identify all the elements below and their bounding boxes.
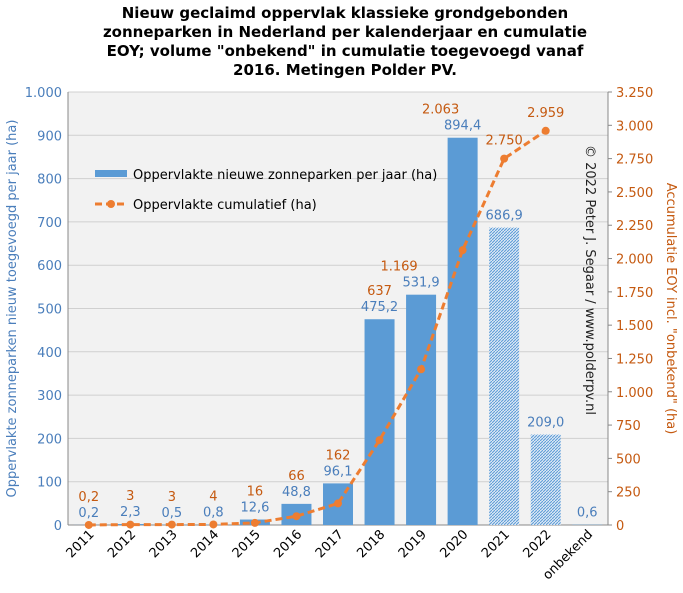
line-marker	[500, 155, 508, 163]
y2-tick-label: 2.000	[616, 253, 653, 268]
chart-title: EOY; volume "onbekend" in cumulatie toeg…	[107, 42, 584, 60]
line-marker	[292, 512, 300, 520]
bar-value-label: 531,9	[402, 276, 439, 291]
line-marker	[209, 520, 217, 528]
line-value-label: 637	[367, 284, 392, 299]
y-tick-label: 200	[37, 432, 62, 447]
y-tick-label: 300	[37, 389, 62, 404]
x-tick-label: 2021	[479, 527, 513, 561]
x-tick-label: 2015	[230, 527, 264, 561]
x-tick-label: 2016	[271, 527, 305, 561]
y2-tick-label: 500	[616, 452, 641, 467]
x-tick-label: 2018	[354, 527, 388, 561]
line-value-label: 2.959	[527, 106, 564, 121]
line-value-label: 1.169	[380, 260, 417, 275]
y-tick-label: 900	[37, 129, 62, 144]
legend-swatch	[107, 200, 115, 208]
chart-title: 2016. Metingen Polder PV.	[233, 61, 457, 79]
line-marker	[126, 521, 134, 529]
line-value-label: 162	[326, 448, 351, 463]
y2-tick-label: 1.500	[616, 319, 653, 334]
legend-label: Oppervlakte cumulatief (ha)	[133, 198, 317, 213]
bar-value-label: 894,4	[444, 119, 481, 134]
line-marker	[168, 521, 176, 529]
line-marker	[376, 436, 384, 444]
line-marker	[542, 127, 550, 135]
bar	[489, 228, 519, 525]
line-value-label: 4	[209, 490, 217, 505]
line-marker	[417, 365, 425, 373]
y2-tick-label: 1.000	[616, 386, 653, 401]
bar	[448, 138, 478, 525]
y-tick-label: 800	[37, 173, 62, 188]
bar-value-label: 48,8	[282, 485, 311, 500]
line-value-label: 3	[126, 489, 134, 504]
y2-tick-label: 2.750	[616, 153, 653, 168]
chart-title: Nieuw geclaimd oppervlak klassieke grond…	[122, 4, 568, 22]
y2-tick-label: 1.750	[616, 286, 653, 301]
y2-tick-label: 0	[616, 519, 624, 534]
bar	[365, 319, 395, 525]
x-tick-label: 2019	[396, 527, 430, 561]
line-value-label: 2.750	[486, 134, 523, 149]
legend-swatch	[95, 170, 127, 177]
bar-value-label: 0,6	[577, 506, 598, 521]
x-tick-label: 2011	[64, 527, 98, 561]
line-value-label: 66	[288, 469, 305, 484]
bar-value-label: 96,1	[324, 464, 353, 479]
x-tick-label: 2014	[188, 527, 222, 561]
chart-title: zonneparken in Nederland per kalenderjaa…	[103, 23, 587, 41]
x-tick-label: 2022	[521, 527, 555, 561]
line-marker	[459, 246, 467, 254]
line-marker	[334, 499, 342, 507]
x-tick-label: 2012	[105, 527, 139, 561]
legend-label: Oppervlakte nieuwe zonneparken per jaar …	[133, 168, 437, 183]
bar-value-label: 2,3	[120, 505, 141, 520]
bar-value-label: 475,2	[361, 300, 398, 315]
y-tick-label: 0	[54, 519, 62, 534]
line-marker	[85, 521, 93, 529]
bar-value-label: 209,0	[527, 416, 564, 431]
line-value-label: 16	[247, 485, 264, 500]
y2-tick-label: 3.000	[616, 119, 653, 134]
bar-value-label: 12,6	[240, 501, 269, 516]
y2-axis-label: Accumulatie EOY incl. "onbekend" (ha)	[663, 183, 678, 435]
y2-tick-label: 1.250	[616, 352, 653, 367]
y-tick-label: 100	[37, 476, 62, 491]
y-tick-label: 1.000	[25, 86, 62, 101]
line-value-label: 0,2	[78, 490, 99, 505]
bar-value-label: 686,9	[486, 209, 523, 224]
y-tick-label: 600	[37, 259, 62, 274]
x-tick-label: 2020	[437, 527, 471, 561]
x-tick-label: 2013	[147, 527, 181, 561]
y2-tick-label: 3.250	[616, 86, 653, 101]
y-tick-label: 700	[37, 216, 62, 231]
bar-value-label: 0,8	[203, 506, 224, 521]
y-tick-label: 400	[37, 346, 62, 361]
bar	[531, 435, 561, 525]
line-marker	[251, 519, 259, 527]
annotation: © 2022 Peter J. Segaar / www.polderpv.nl	[582, 145, 597, 415]
y-tick-label: 500	[37, 303, 62, 318]
bar-value-label: 0,2	[78, 506, 99, 521]
y-axis-label: Oppervlakte zonneparken nieuw toegevoegd…	[5, 120, 20, 498]
y2-tick-label: 750	[616, 419, 641, 434]
y2-tick-label: 250	[616, 486, 641, 501]
y2-tick-label: 2.250	[616, 219, 653, 234]
y2-tick-label: 2.500	[616, 186, 653, 201]
line-value-label: 2.063	[422, 103, 459, 118]
bar	[406, 295, 436, 525]
x-tick-label: 2017	[313, 527, 347, 561]
line-value-label: 3	[168, 490, 176, 505]
bar-value-label: 0,5	[162, 506, 183, 521]
